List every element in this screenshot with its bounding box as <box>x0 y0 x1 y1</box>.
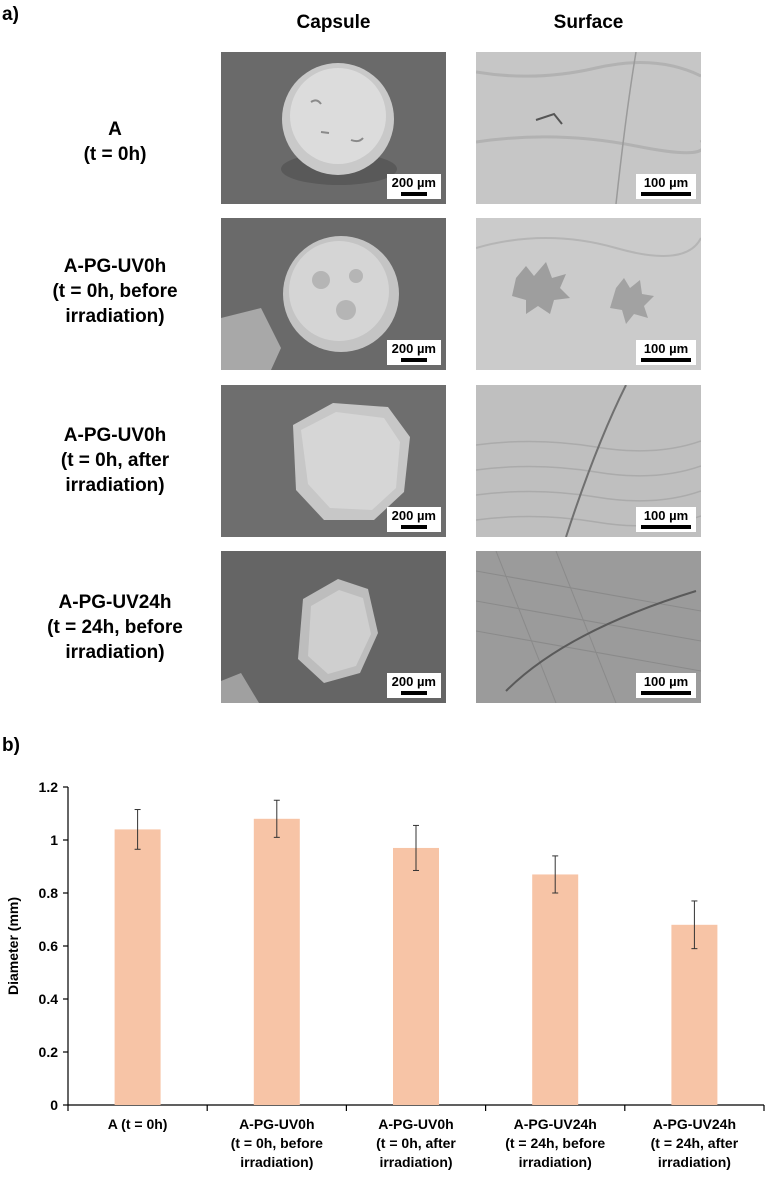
bar <box>253 818 300 1105</box>
capsule-scale-bar: 200 µm <box>386 507 441 532</box>
y-tick-label: 0.6 <box>39 938 59 954</box>
row-label-a: A (t = 0h) <box>83 119 147 165</box>
sem-capsule-image-row2: 200 µm <box>221 218 446 370</box>
column-header-surface: Surface <box>553 12 624 33</box>
x-category-label: (t = 0h, before <box>231 1135 323 1151</box>
bar <box>532 874 579 1105</box>
sem-capsule-image-row4: 200 µm <box>221 551 446 703</box>
sem-surface-image-row1: 100 µm <box>476 52 701 204</box>
y-tick-label: 1 <box>50 832 58 848</box>
row-label-a-pg-uv24h-before: A-PG-UV24h (t = 24h, before irradiation) <box>47 592 183 663</box>
bar <box>671 924 718 1105</box>
sem-capsule-image-row1: 200 µm <box>221 52 446 204</box>
x-category-label: (t = 0h, after <box>376 1135 456 1151</box>
surface-scale-bar: 100 µm <box>636 507 696 532</box>
surface-scale-bar: 100 µm <box>636 340 696 365</box>
sem-surface-image-row2: 100 µm <box>476 218 701 370</box>
y-tick-label: 0.2 <box>39 1044 59 1060</box>
x-category-label: (t = 24h, before <box>505 1135 605 1151</box>
x-category-label: irradiation) <box>658 1154 731 1170</box>
sem-surface-image-row4: 100 µm <box>476 551 701 703</box>
y-tick-label: 0.8 <box>39 885 59 901</box>
x-category-label: A-PG-UV24h <box>653 1116 736 1132</box>
surface-scale-bar: 100 µm <box>636 673 696 698</box>
panel-b-label: b) <box>2 735 20 756</box>
x-category-label: A-PG-UV24h <box>514 1116 597 1132</box>
y-tick-label: 0.4 <box>39 991 59 1007</box>
y-tick-label: 1.2 <box>39 779 59 795</box>
panel-a-label: a) <box>2 4 19 25</box>
sem-surface-image-row3: 100 µm <box>476 385 701 537</box>
y-tick-label: 0 <box>50 1097 58 1113</box>
x-category-label: irradiation) <box>379 1154 452 1170</box>
bar <box>393 847 439 1105</box>
y-axis-label: Diameter (mm) <box>5 897 21 995</box>
capsule-scale-bar: 200 µm <box>386 673 441 698</box>
x-category-label: A-PG-UV0h <box>239 1116 314 1132</box>
x-category-label: A-PG-UV0h <box>378 1116 453 1132</box>
x-category-label: irradiation) <box>240 1154 313 1170</box>
x-category-label: irradiation) <box>519 1154 592 1170</box>
row-label-a-pg-uv0h-after: A-PG-UV0h (t = 0h, after irradiation) <box>60 425 170 496</box>
diameter-bar-chart: 0 0.2 0.4 0.6 0.8 1 1.2 A (t = 0h) A-PG-UV0h (t =… <box>5 779 765 1170</box>
x-category-label: (t = 24h, after <box>651 1135 739 1151</box>
surface-scale-bar: 100 µm <box>636 174 696 199</box>
capsule-scale-bar: 200 µm <box>386 174 441 199</box>
column-header-capsule: Capsule <box>296 12 371 33</box>
x-category-label: A (t = 0h) <box>108 1116 168 1132</box>
capsule-scale-bar: 200 µm <box>386 340 441 365</box>
row-label-a-pg-uv0h-before: A-PG-UV0h (t = 0h, before irradiation) <box>52 256 178 327</box>
bar <box>114 829 161 1105</box>
sem-capsule-image-row3: 200 µm <box>221 385 446 537</box>
